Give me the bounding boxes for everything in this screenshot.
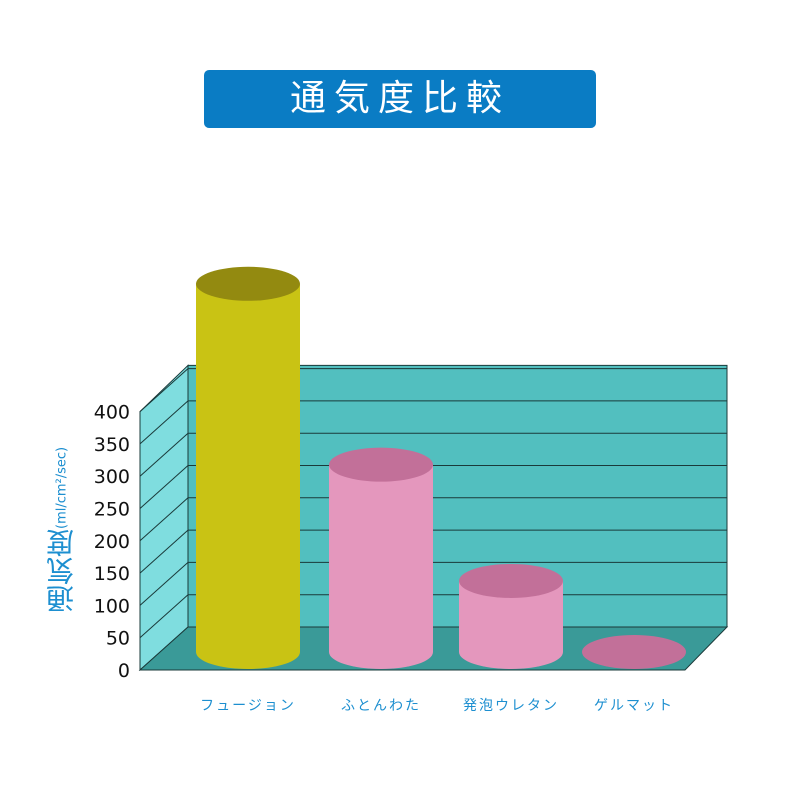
bar-top: [196, 266, 300, 301]
side-gridline: [139, 432, 189, 477]
bar-body: [459, 580, 563, 669]
x-tick-label: フュージョン: [200, 698, 296, 714]
side-gridline: [139, 465, 189, 509]
bar-body: [329, 464, 433, 669]
side-wall: [139, 364, 189, 672]
x-tick-label: ゲルマット: [594, 698, 674, 714]
y-tick-label: 50: [106, 628, 130, 650]
x-tick-label: ふとんわた: [341, 698, 421, 714]
chart-title: 通気度比較: [204, 70, 596, 128]
side-gridline: [139, 562, 189, 606]
bar-top: [329, 447, 433, 482]
side-gridline: [139, 594, 189, 639]
side-gridline: [139, 400, 189, 445]
y-tick-label: 250: [94, 499, 130, 521]
bar-top: [582, 635, 686, 669]
x-tick-label: 発泡ウレタン: [463, 698, 559, 714]
y-tick-label: 0: [118, 660, 130, 682]
y-tick-label: 200: [94, 531, 130, 553]
side-gridline: [139, 368, 189, 412]
side-gridline: [139, 529, 189, 574]
bar-top: [459, 563, 563, 598]
y-tick-label: 350: [94, 434, 130, 456]
y-tick-label: 150: [94, 563, 130, 585]
y-tick-label: 300: [94, 466, 130, 488]
side-gridline: [139, 497, 189, 542]
y-tick-label: 100: [94, 595, 130, 617]
y-tick-label: 400: [94, 402, 130, 424]
bar-body: [196, 283, 300, 669]
